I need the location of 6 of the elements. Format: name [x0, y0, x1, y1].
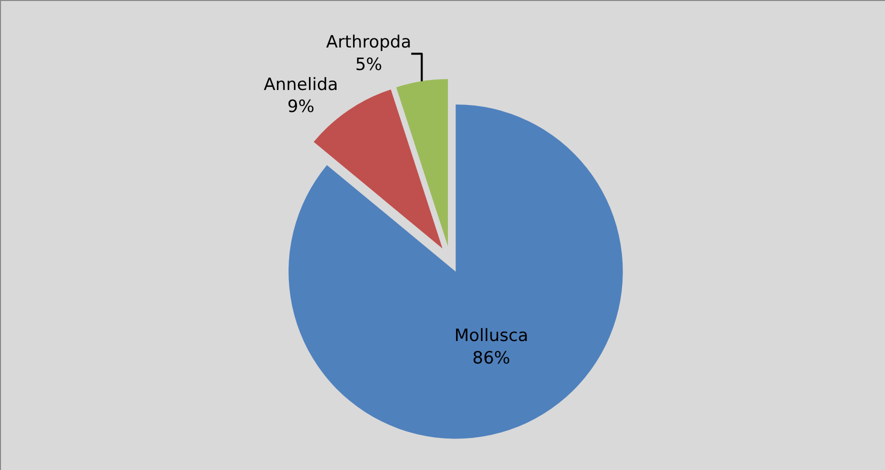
data-label: 9%: [287, 96, 314, 117]
slice-label: Mollusca: [454, 326, 528, 346]
slice-label: Annelida: [264, 74, 338, 95]
data-label: 86%: [472, 348, 510, 368]
data-label: 5%: [355, 54, 382, 75]
slice-label: Arthropda: [326, 32, 412, 53]
